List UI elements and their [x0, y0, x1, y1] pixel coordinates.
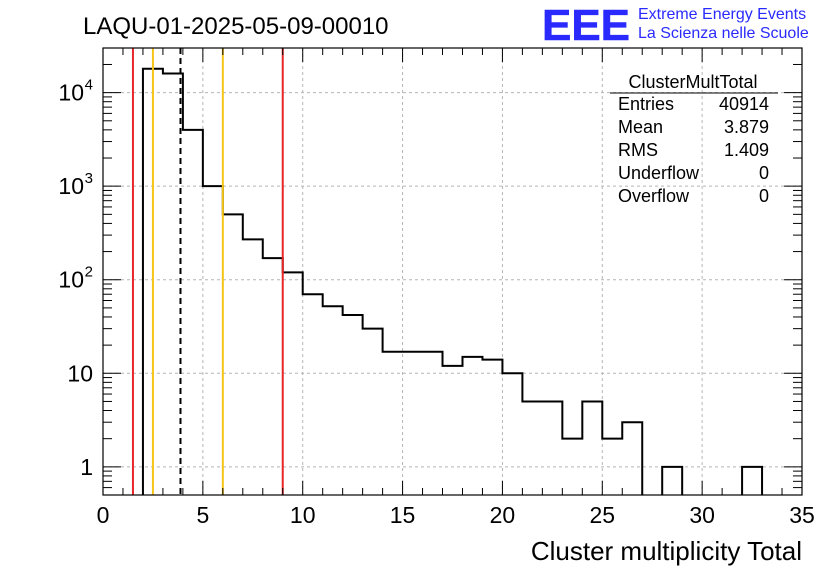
y-tick-label: 10 [67, 360, 93, 386]
stats-label-overflow: Overflow [618, 186, 690, 206]
histogram [141, 67, 764, 495]
stats-value-entries: 40914 [719, 94, 769, 114]
stats-label-underflow: Underflow [618, 163, 700, 183]
x-axis-title: Cluster multiplicity Total [531, 536, 802, 566]
histogram-bin [363, 329, 383, 495]
histogram-bin [343, 315, 363, 495]
histogram-bin [443, 366, 463, 495]
x-tick-label: 25 [589, 502, 615, 528]
stats-label-mean: Mean [618, 117, 663, 137]
histogram-step-line [741, 465, 764, 495]
histogram-step-line [661, 465, 684, 495]
histogram-bin [303, 294, 323, 495]
y-tick-label-exponent: 4 [85, 77, 93, 94]
stats-value-mean: 3.879 [724, 117, 769, 137]
stats-label-rms: RMS [618, 140, 658, 160]
x-tick-labels: 0 5 10 15 20 25 30 35 [97, 502, 815, 528]
histogram-bin [662, 467, 682, 495]
marker-lines [131, 48, 284, 495]
y-tick-label-exponent: 3 [85, 170, 93, 187]
y-tick-label-exponent: 2 [85, 264, 93, 281]
histogram-bin [522, 401, 542, 495]
stats-value-underflow: 0 [759, 163, 769, 183]
stats-box-title: ClusterMultTotal [628, 72, 757, 92]
histogram-bin [183, 130, 203, 495]
histogram-bin [263, 258, 283, 495]
eee-logo: EEE [542, 1, 631, 51]
histogram-step-line [141, 67, 644, 495]
y-tick-label: 1 [80, 454, 93, 480]
project-line-2: La Scienza nelle Scuole [638, 25, 809, 42]
stats-value-overflow: 0 [759, 186, 769, 206]
axis-ticks [102, 47, 803, 496]
stats-label-entries: Entries [618, 94, 674, 114]
histogram-bin [542, 401, 562, 495]
histogram-bin [502, 373, 522, 495]
x-tick-label: 35 [789, 502, 815, 528]
y-tick-label: 10 [58, 173, 84, 199]
histogram-bin [742, 467, 762, 495]
x-tick-label: 0 [97, 502, 110, 528]
y-tick-label: 10 [58, 80, 84, 106]
project-line-1: Extreme Energy Events [638, 6, 806, 23]
x-tick-label: 15 [390, 502, 416, 528]
histogram-bin [462, 357, 482, 495]
histogram-bin [243, 239, 263, 495]
x-tick-label: 20 [490, 502, 516, 528]
eee-logo-text: EEE [542, 1, 630, 50]
x-tick-label: 5 [196, 502, 209, 528]
y-tick-label: 10 [58, 267, 84, 293]
x-tick-label: 30 [689, 502, 715, 528]
plot-frame [102, 47, 803, 496]
histogram-bin [283, 272, 303, 495]
run-title: LAQU-01-2025-05-09-00010 [83, 13, 389, 40]
x-tick-label: 10 [290, 502, 316, 528]
histogram-bin [622, 422, 642, 495]
histogram-bin [223, 214, 243, 495]
histogram-bin [582, 401, 602, 495]
stats-box: ClusterMultTotal Entries 40914 Mean 3.87… [610, 72, 778, 206]
histogram-bin [203, 186, 223, 495]
stats-value-rms: 1.409 [724, 140, 769, 160]
histogram-bin [482, 360, 502, 495]
grid [103, 48, 802, 495]
